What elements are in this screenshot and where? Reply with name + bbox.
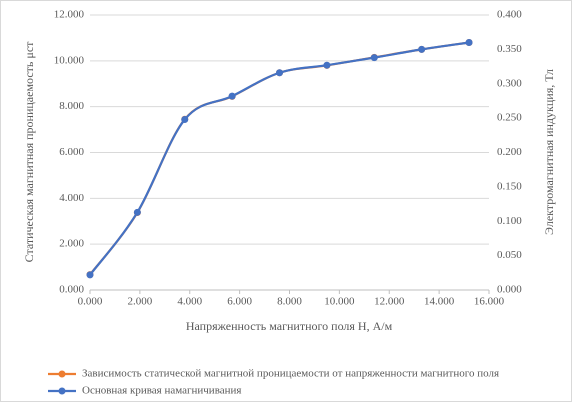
x-tick-label: 0.000	[78, 296, 103, 308]
y-tick-label: 8.000	[59, 100, 84, 112]
legend-label: Основная кривая намагничивания	[82, 385, 241, 397]
y2-tick-label: 0.050	[497, 249, 522, 261]
x-axis-title: Напряженность магнитного поля H, А/м	[186, 319, 393, 333]
legend-label: Зависимость статической магнитной прониц…	[82, 368, 499, 380]
y2-tick-label: 0.000	[497, 284, 522, 296]
data-point	[133, 208, 141, 216]
data-point	[323, 61, 331, 69]
x-tick-label: 8.000	[277, 296, 302, 308]
data-point	[86, 271, 94, 279]
legend-marker	[58, 370, 66, 378]
x-tick-label: 16.000	[474, 296, 505, 308]
series-line	[89, 41, 470, 276]
y2-tick-label: 0.100	[497, 215, 522, 227]
data-point	[276, 69, 284, 77]
y2-axis-title: Электромагнитная индукция, Тл	[542, 69, 556, 235]
y2-tick-label: 0.350	[497, 43, 522, 55]
data-point	[228, 92, 236, 100]
y-tick-label: 0.000	[59, 284, 84, 296]
y2-tick-label: 0.200	[497, 146, 522, 158]
y2-tick-label: 0.300	[497, 77, 522, 89]
y2-tick-label: 0.400	[497, 9, 522, 21]
y-tick-label: 2.000	[59, 238, 84, 250]
y-axis-title: Статическая магнитная проницаемость μст	[22, 41, 36, 263]
x-tick-label: 4.000	[177, 296, 202, 308]
x-tick-label: 2.000	[128, 296, 153, 308]
legend-marker	[58, 387, 66, 395]
x-tick-label: 10.000	[324, 296, 355, 308]
y-tick-label: 10.000	[54, 54, 85, 66]
x-tick-label: 14.000	[424, 296, 455, 308]
y-tick-label: 6.000	[59, 146, 84, 158]
data-point	[370, 54, 378, 62]
data-point	[181, 116, 189, 123]
data-point	[465, 39, 473, 46]
y-tick-label: 12.000	[54, 9, 85, 21]
y2-tick-label: 0.150	[497, 180, 522, 192]
data-point	[418, 45, 426, 53]
y-tick-label: 4.000	[59, 192, 84, 204]
x-tick-label: 12.000	[374, 296, 405, 308]
x-tick-label: 6.000	[227, 296, 252, 308]
y2-tick-label: 0.250	[497, 112, 522, 124]
